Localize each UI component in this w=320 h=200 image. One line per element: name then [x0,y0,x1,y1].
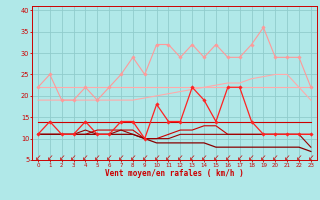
Text: ↙: ↙ [130,153,136,162]
Text: ↙: ↙ [236,153,243,162]
Text: ↙: ↙ [59,153,65,162]
Text: ↙: ↙ [201,153,207,162]
Text: ↙: ↙ [141,153,148,162]
Text: ↙: ↙ [225,153,231,162]
Text: ↙: ↙ [284,153,290,162]
Text: ↙: ↙ [47,153,53,162]
Text: ↙: ↙ [35,153,41,162]
Text: ↙: ↙ [248,153,255,162]
Text: ↙: ↙ [177,153,184,162]
Text: ↙: ↙ [165,153,172,162]
Text: ↙: ↙ [94,153,100,162]
Text: ↙: ↙ [308,153,314,162]
Text: ↙: ↙ [213,153,219,162]
Text: ↙: ↙ [189,153,196,162]
Text: ↙: ↙ [70,153,77,162]
Text: ↙: ↙ [82,153,89,162]
Text: ↙: ↙ [106,153,112,162]
Text: ↙: ↙ [296,153,302,162]
Text: ↙: ↙ [272,153,278,162]
Text: ↙: ↙ [260,153,267,162]
Text: ↙: ↙ [118,153,124,162]
Text: ↙: ↙ [153,153,160,162]
X-axis label: Vent moyen/en rafales ( km/h ): Vent moyen/en rafales ( km/h ) [105,169,244,178]
